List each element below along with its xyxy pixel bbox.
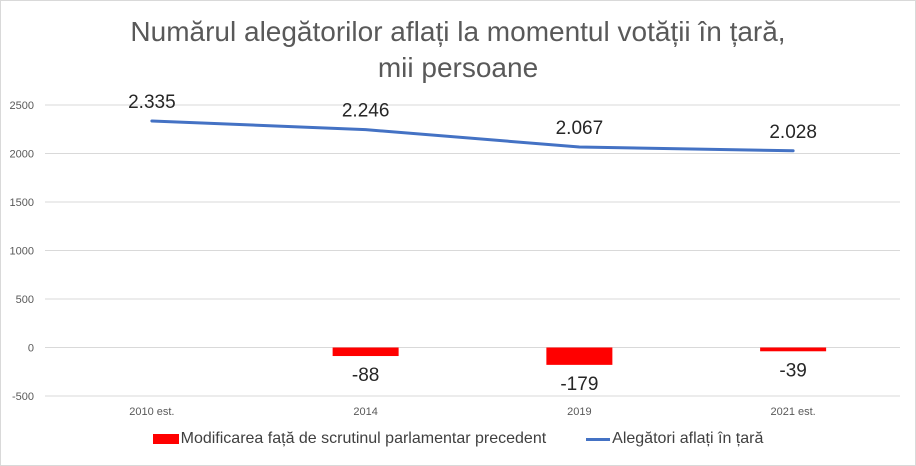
legend-swatch-line [586, 437, 611, 441]
legend: Modificarea față de scrutinul parlamenta… [0, 430, 916, 448]
chart-title: Numărul alegătorilor aflați la momentul … [0, 14, 916, 86]
legend-item-line: Alegători aflați în țară [586, 430, 763, 448]
y-tick-label: 1000 [10, 246, 34, 258]
x-tick-label: 2021 est. [770, 406, 815, 418]
line-data-label: 2.067 [556, 118, 604, 139]
line-data-label: 2.028 [769, 122, 817, 143]
legend-label-line: Alegători aflați în țară [612, 430, 764, 447]
y-tick-label: 1500 [10, 197, 34, 209]
y-tick-label: -500 [12, 391, 34, 403]
y-tick-label: 500 [16, 294, 34, 306]
line-data-label: 2.335 [128, 92, 176, 113]
bar [332, 347, 399, 357]
x-tick-label: 2019 [567, 406, 591, 418]
x-tick-label: 2010 est. [129, 406, 174, 418]
legend-item-bar: Modificarea față de scrutinul parlamenta… [152, 430, 547, 448]
x-tick-label: 2014 [353, 406, 377, 418]
line-data-label: 2.246 [342, 101, 390, 122]
bar-data-label: -179 [560, 374, 598, 395]
y-tick-label: 2500 [10, 100, 34, 112]
line-series [150, 119, 795, 153]
y-tick-label: 2000 [10, 149, 34, 161]
bar [760, 347, 827, 352]
bar [546, 347, 613, 365]
chart-title-line-1: Numărul alegătorilor aflați la momentul … [130, 16, 786, 47]
legend-label-bar: Modificarea față de scrutinul parlamenta… [180, 430, 547, 447]
legend-swatch-bar [152, 434, 179, 444]
bar-data-label: -88 [352, 365, 379, 386]
bar-data-label: -39 [779, 360, 806, 381]
chart-title-line-2: mii persoane [377, 52, 539, 83]
y-tick-label: 0 [28, 343, 34, 355]
